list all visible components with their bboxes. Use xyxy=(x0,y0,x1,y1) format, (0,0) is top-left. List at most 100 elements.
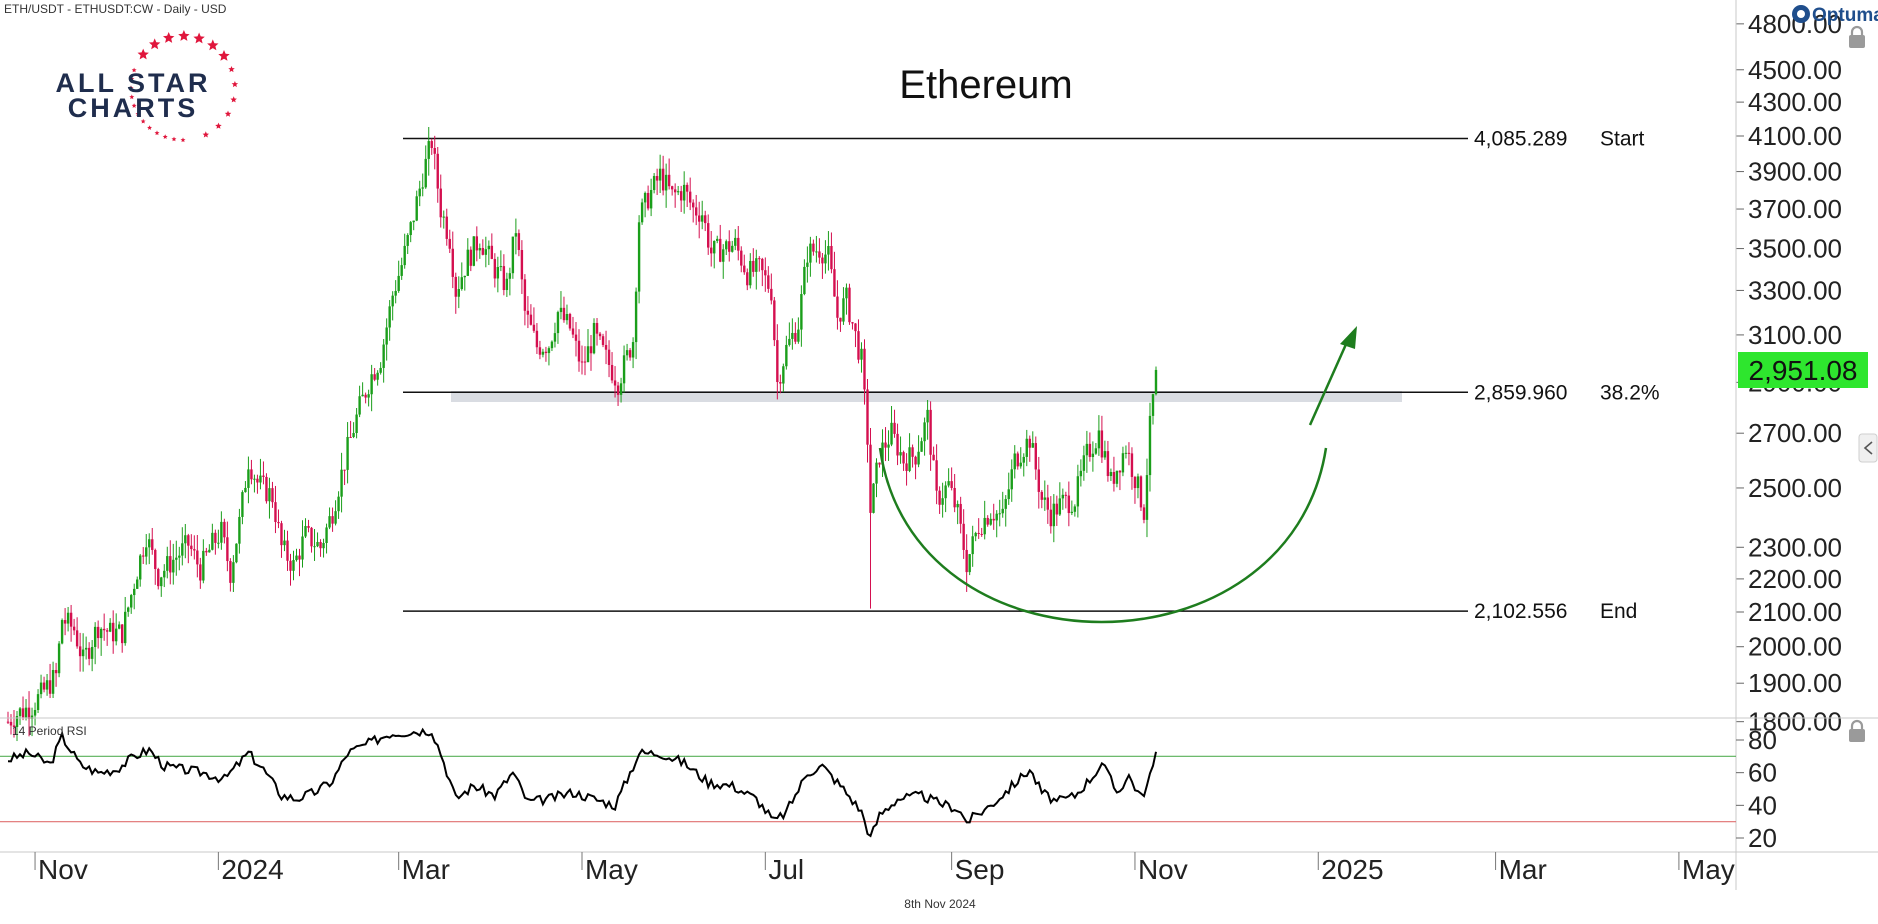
candle-body xyxy=(830,245,833,270)
candle-body xyxy=(646,192,650,209)
time-tick-label: Nov xyxy=(1138,854,1188,885)
candle-body xyxy=(1121,453,1125,473)
candle-body xyxy=(487,245,491,250)
candle-body xyxy=(782,366,785,384)
lock-icon[interactable] xyxy=(1849,719,1865,742)
fib-name-label: 38.2% xyxy=(1600,381,1660,404)
rsi-tick-label: 40 xyxy=(1748,790,1777,820)
candle-body xyxy=(1151,394,1155,416)
candle-body xyxy=(631,342,635,358)
candle-body xyxy=(21,708,25,718)
candle-body xyxy=(1115,470,1119,484)
candle-body xyxy=(1022,456,1025,463)
candle-body xyxy=(355,414,358,434)
candle-body xyxy=(105,630,109,632)
candle-body xyxy=(111,622,115,642)
candle-body xyxy=(145,547,148,557)
candle-body xyxy=(896,433,899,456)
candle-body xyxy=(505,278,509,291)
candle-body xyxy=(388,306,391,328)
candle-body xyxy=(637,222,641,292)
candle-body xyxy=(499,266,503,268)
candle-body xyxy=(749,260,752,286)
candle-body xyxy=(917,451,920,465)
candle-body xyxy=(108,622,112,632)
candle-body xyxy=(133,588,136,596)
candle-body xyxy=(1136,476,1140,489)
logo-line-2: CHARTS xyxy=(68,93,199,123)
candle-body xyxy=(127,607,130,612)
candle-body xyxy=(181,543,184,556)
candle-body xyxy=(800,294,803,330)
candle-body xyxy=(1082,455,1086,471)
candle-body xyxy=(69,612,73,627)
candle-body xyxy=(208,549,211,553)
candle-body xyxy=(824,254,827,264)
time-tick-label: Mar xyxy=(1499,854,1547,885)
candle-body xyxy=(538,347,542,355)
candle-body xyxy=(136,579,139,589)
candle-body xyxy=(1097,430,1101,449)
candle-body xyxy=(193,549,196,551)
candle-body xyxy=(932,454,935,461)
candle-body xyxy=(1145,475,1149,520)
candle-body xyxy=(923,422,926,442)
candle-body xyxy=(268,488,271,502)
candle-body xyxy=(773,300,776,341)
candle-body xyxy=(39,682,43,695)
collapse-axis-handle[interactable] xyxy=(1858,433,1878,463)
rounded-bottom-arc xyxy=(878,447,1328,624)
candle-body xyxy=(743,265,746,273)
candle-body xyxy=(761,258,764,271)
candle-body xyxy=(658,168,662,181)
candle-body xyxy=(280,523,283,546)
candle-body xyxy=(394,290,397,296)
candle-body xyxy=(508,273,512,279)
logo-star-icon xyxy=(202,131,209,138)
candle-body xyxy=(190,545,193,550)
candle-body xyxy=(373,374,376,380)
candle-body xyxy=(160,577,163,587)
candle-body xyxy=(595,322,599,334)
candle-body xyxy=(418,188,421,197)
time-tick-label: 2025 xyxy=(1321,854,1383,885)
candle-body xyxy=(472,236,476,266)
candle-body xyxy=(262,475,265,477)
time-tick-label: Nov xyxy=(38,854,88,885)
chart-title: Ethereum xyxy=(899,63,1072,107)
candle-body xyxy=(926,409,929,423)
symbol-header: ETH/USDT - ETHUSDT:CW - Daily - USD xyxy=(4,2,227,16)
candle-body xyxy=(1100,430,1104,458)
candle-body xyxy=(205,550,208,553)
logo-star-icon xyxy=(154,130,160,136)
candle-body xyxy=(520,250,524,280)
candle-body xyxy=(379,367,382,373)
candle-body xyxy=(839,317,842,322)
candle-body xyxy=(547,348,551,354)
candle-body xyxy=(460,277,463,290)
candle-body xyxy=(553,333,557,342)
candle-body xyxy=(256,478,259,483)
candle-body xyxy=(433,148,436,154)
candle-body xyxy=(364,394,367,398)
candle-body xyxy=(397,275,400,291)
candle-body xyxy=(370,374,373,395)
candle-body xyxy=(809,243,812,263)
candle-body xyxy=(238,516,241,544)
candle-body xyxy=(911,447,914,457)
candle-body xyxy=(1055,503,1059,515)
price-tick-label: 4300.00 xyxy=(1748,87,1842,117)
candle-body xyxy=(244,487,247,493)
logo-star-icon xyxy=(228,66,235,73)
candle-body xyxy=(166,556,169,571)
price-tick-label: 3500.00 xyxy=(1748,234,1842,264)
candle-body xyxy=(713,240,716,254)
candle-body xyxy=(367,394,370,398)
candle-body xyxy=(725,241,728,250)
candle-body xyxy=(589,346,593,354)
candle-body xyxy=(1139,476,1143,508)
lock-icon[interactable] xyxy=(1849,25,1865,48)
price-tick-label: 3100.00 xyxy=(1748,320,1842,350)
fib-name-label: Start xyxy=(1600,128,1645,151)
candle-body xyxy=(661,168,665,191)
